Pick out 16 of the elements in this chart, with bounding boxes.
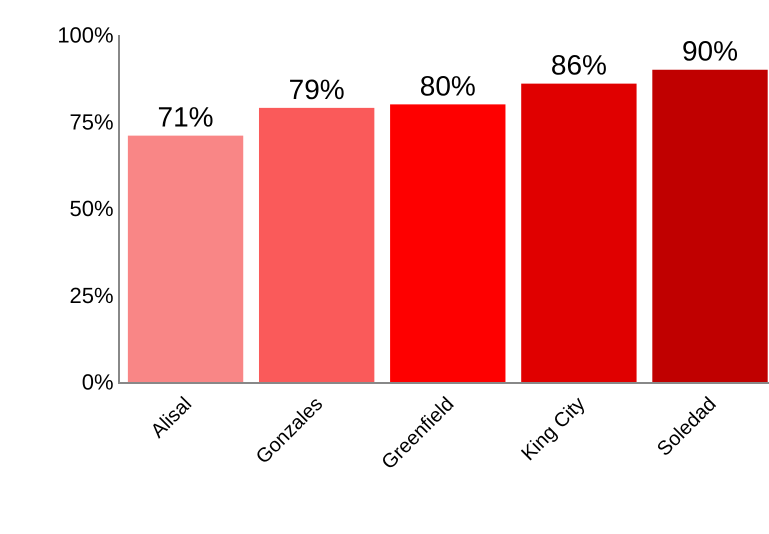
data-label: 71% bbox=[158, 102, 214, 133]
bar bbox=[652, 70, 768, 382]
bar bbox=[258, 108, 374, 382]
y-tick-label: 50% bbox=[70, 196, 114, 222]
data-label: 86% bbox=[550, 50, 607, 81]
bar bbox=[128, 136, 244, 382]
y-tick-label: 100% bbox=[57, 22, 114, 48]
bar bbox=[521, 84, 637, 382]
y-tick-label: 0% bbox=[82, 370, 114, 395]
data-label: 90% bbox=[682, 36, 738, 67]
bar bbox=[390, 104, 506, 382]
data-label: 79% bbox=[288, 74, 345, 105]
data-label: 80% bbox=[420, 70, 476, 102]
y-tick-label: 75% bbox=[70, 109, 114, 134]
x-tick-label: King City bbox=[517, 393, 590, 466]
y-tick-label: 25% bbox=[70, 282, 114, 308]
